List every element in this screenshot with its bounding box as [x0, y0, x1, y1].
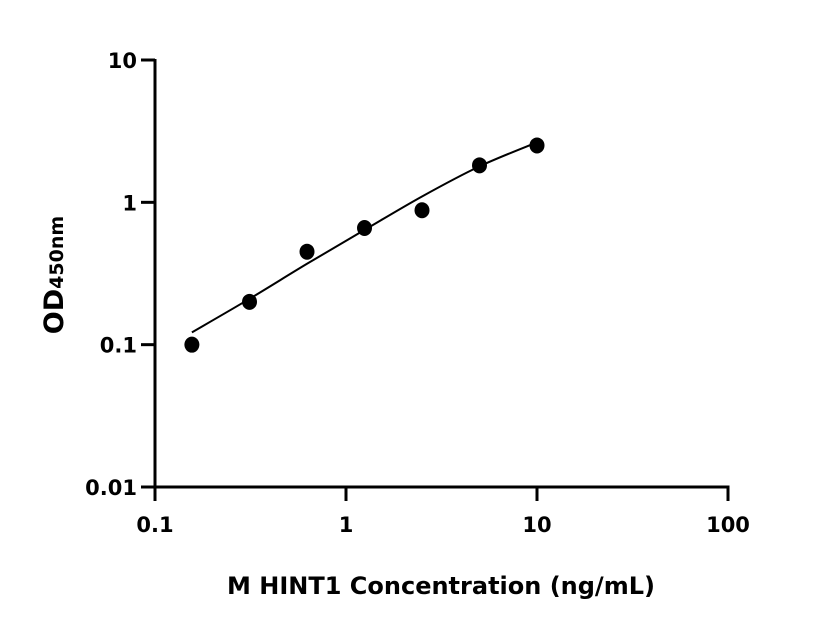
data-point: [529, 137, 545, 154]
y-tick-label: 1: [122, 191, 137, 215]
y-axis-label-subscript: 450nm: [46, 216, 68, 289]
x-tick-label: 10: [522, 513, 551, 537]
data-point: [242, 293, 258, 310]
data-point: [184, 336, 200, 353]
data-points: [184, 137, 545, 353]
y-tick-label: 0.01: [85, 476, 137, 500]
data-point: [357, 220, 373, 237]
y-axis-label: OD450nm: [39, 216, 70, 334]
y-tick-label: 10: [108, 49, 137, 73]
data-point: [299, 243, 315, 260]
x-tick-label: 1: [339, 513, 354, 537]
x-axis-label: M HINT1 Concentration (ng/mL): [227, 572, 655, 600]
data-point: [414, 202, 430, 219]
x-tick-label: 100: [706, 513, 750, 537]
y-tick-label: 0.1: [100, 334, 137, 358]
data-point: [472, 157, 488, 174]
x-tick-label: 0.1: [136, 513, 173, 537]
y-axis-label-main: OD: [39, 289, 70, 334]
axes: 0.1 1 10 100 0.01 0.1 1 10: [85, 49, 750, 537]
